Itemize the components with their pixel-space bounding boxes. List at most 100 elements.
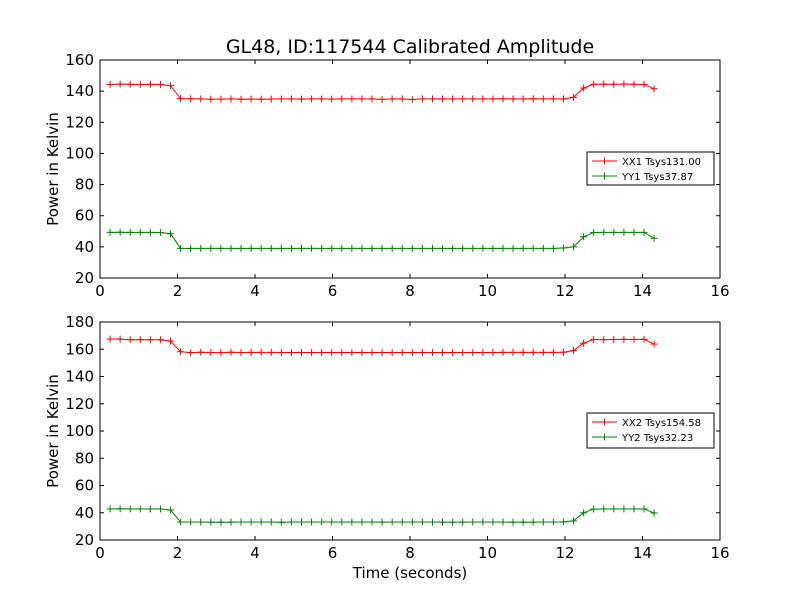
data-point-marker [257,95,265,103]
data-point-marker [559,348,567,356]
data-point-marker [267,95,275,103]
data-point-marker [277,349,285,357]
y-tick-label: 160 [65,340,94,358]
data-point-marker [388,95,396,103]
data-point-marker [136,228,144,236]
y-tick-label: 140 [65,82,94,100]
data-point-marker [489,244,497,252]
x-tick-label: 2 [173,282,183,300]
data-point-marker [549,95,557,103]
data-point-marker [106,80,114,88]
data-point-marker [237,518,245,526]
data-point-marker [428,244,436,252]
data-point-marker [167,82,175,90]
data-point-marker [499,244,507,252]
legend-box [586,412,715,449]
data-point-marker [146,336,154,344]
data-point-marker [247,244,255,252]
data-point-marker [650,85,658,93]
data-point-marker [197,348,205,356]
data-point-marker [267,518,275,526]
data-point-marker [126,80,134,88]
data-point-marker [328,349,336,357]
data-point-marker [348,244,356,252]
data-point-marker [428,95,436,103]
data-point-marker [177,95,185,103]
data-point-marker [398,518,406,526]
data-point-marker [388,518,396,526]
data-point-marker [459,244,467,252]
data-point-marker [620,335,628,343]
data-point-marker [197,95,205,103]
data-point-marker [287,518,295,526]
data-point-marker [499,348,507,356]
y-tick-label: 80 [75,176,94,194]
data-point-marker [428,349,436,357]
data-point-marker [539,95,547,103]
data-point-marker [590,335,598,343]
data-point-marker [348,95,356,103]
data-point-marker [378,244,386,252]
y-tick-label: 180 [65,313,94,331]
data-point-marker [318,244,326,252]
x-tick-label: 10 [478,544,497,562]
data-point-marker [257,244,265,252]
legend-label: YY2 Tsys32.23 [621,433,693,444]
data-point-marker [519,518,527,526]
data-point-marker [328,244,336,252]
data-point-marker [338,244,346,252]
y-tick-label: 160 [65,51,94,69]
data-point-marker [106,228,114,236]
data-point-marker [459,95,467,103]
data-point-marker [277,518,285,526]
data-point-marker [338,518,346,526]
data-point-marker [479,244,487,252]
data-point-marker [610,505,618,513]
data-point-marker [187,349,195,357]
data-point-marker [489,518,497,526]
data-point-marker [308,95,316,103]
data-point-marker [529,95,537,103]
data-point-marker [277,244,285,252]
data-point-marker [358,95,366,103]
data-point-marker [177,244,185,252]
data-point-marker [207,518,215,526]
data-point-marker [358,349,366,357]
legend: XX2 Tsys154.58 YY2 Tsys32.23 [586,412,715,449]
data-point-marker [650,340,658,348]
data-point-marker [136,505,144,513]
data-point-marker [378,349,386,357]
chart-title: GL48, ID:117544 Calibrated Amplitude [226,36,594,58]
data-point-marker [549,348,557,356]
data-point-marker [549,244,557,252]
data-point-marker [156,505,164,513]
data-point-marker [146,80,154,88]
data-point-marker [418,244,426,252]
data-point-marker [559,95,567,103]
data-point-marker [267,244,275,252]
data-point-marker [298,95,305,103]
data-point-marker [227,95,235,103]
data-point-marker [277,95,285,103]
data-point-marker [439,244,447,252]
data-point-marker [298,244,305,252]
data-point-marker [217,518,225,526]
data-point-marker [580,233,588,241]
data-point-marker [439,95,447,103]
legend-label: XX1 Tsys131.00 [622,157,701,168]
data-point-marker [207,349,215,357]
data-point-marker [559,244,567,252]
data-point-marker [509,95,517,103]
data-point-marker [650,509,658,517]
data-point-marker [156,336,164,344]
data-point-marker [116,228,124,236]
data-point-marker [449,244,457,252]
data-point-marker [559,518,567,526]
data-point-marker [136,80,144,88]
x-tick-label: 14 [633,544,652,562]
y-tick-label: 100 [65,144,94,162]
data-point-marker [509,244,517,252]
y-tick-label: 20 [75,531,94,549]
data-point-marker [620,80,628,88]
